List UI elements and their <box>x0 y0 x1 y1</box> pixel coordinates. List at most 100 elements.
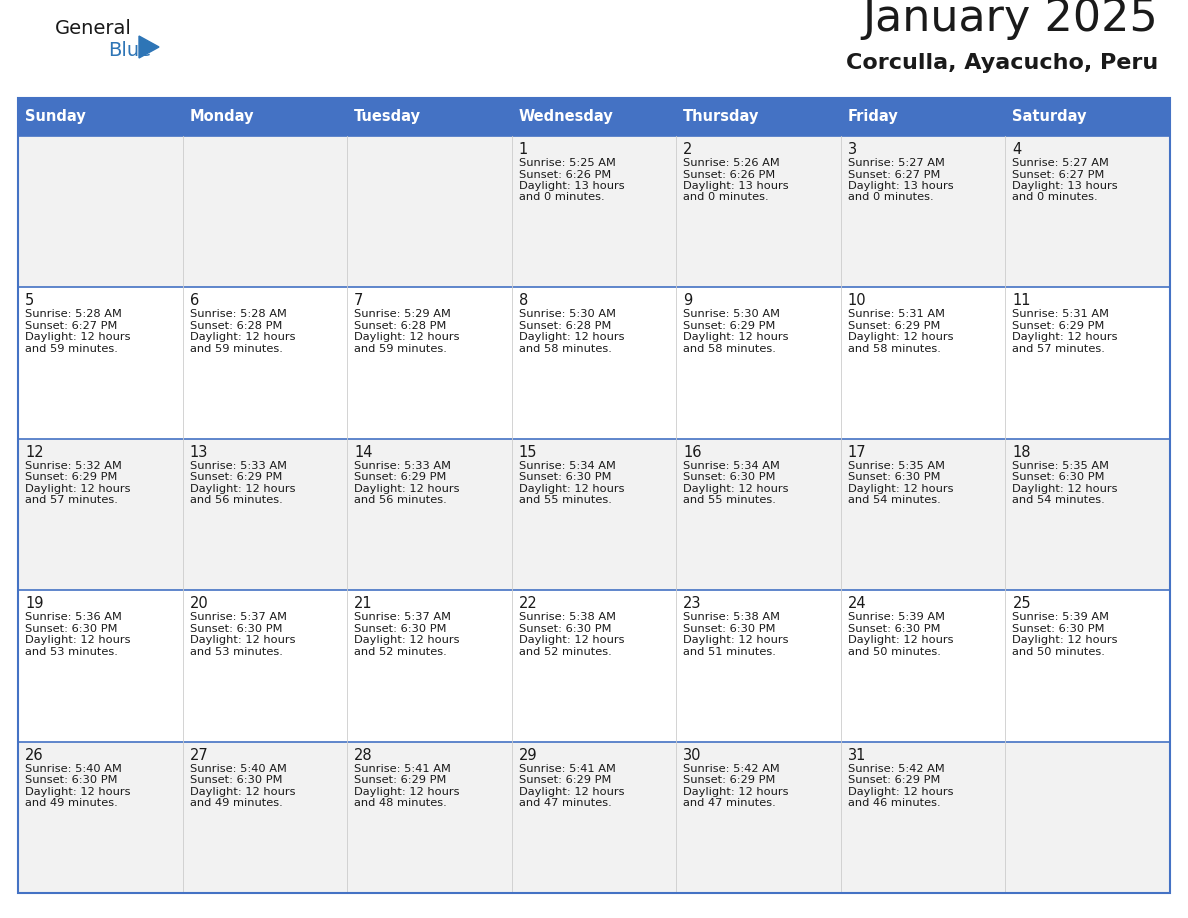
Text: Sunset: 6:30 PM: Sunset: 6:30 PM <box>848 472 941 482</box>
Text: Daylight: 12 hours: Daylight: 12 hours <box>683 787 789 797</box>
Bar <box>18 287 1170 439</box>
Text: and 54 minutes.: and 54 minutes. <box>848 496 941 505</box>
Text: Daylight: 12 hours: Daylight: 12 hours <box>519 484 624 494</box>
Text: Friday: Friday <box>848 109 898 125</box>
Text: Daylight: 12 hours: Daylight: 12 hours <box>25 332 131 342</box>
Text: and 54 minutes.: and 54 minutes. <box>1012 496 1105 505</box>
Text: Daylight: 12 hours: Daylight: 12 hours <box>25 787 131 797</box>
Text: Daylight: 12 hours: Daylight: 12 hours <box>354 635 460 645</box>
Text: General: General <box>55 19 132 38</box>
Text: and 56 minutes.: and 56 minutes. <box>190 496 283 505</box>
Text: Daylight: 12 hours: Daylight: 12 hours <box>848 332 953 342</box>
Text: Sunset: 6:30 PM: Sunset: 6:30 PM <box>683 623 776 633</box>
Text: Sunrise: 5:33 AM: Sunrise: 5:33 AM <box>354 461 451 471</box>
Text: Sunrise: 5:35 AM: Sunrise: 5:35 AM <box>848 461 944 471</box>
Text: and 56 minutes.: and 56 minutes. <box>354 496 447 505</box>
Text: Sunrise: 5:27 AM: Sunrise: 5:27 AM <box>848 158 944 168</box>
Text: Sunset: 6:27 PM: Sunset: 6:27 PM <box>1012 170 1105 180</box>
Text: Sunset: 6:30 PM: Sunset: 6:30 PM <box>519 623 611 633</box>
Text: Sunset: 6:30 PM: Sunset: 6:30 PM <box>683 472 776 482</box>
Text: 13: 13 <box>190 445 208 460</box>
Text: 18: 18 <box>1012 445 1031 460</box>
Text: Daylight: 12 hours: Daylight: 12 hours <box>25 484 131 494</box>
Text: Thursday: Thursday <box>683 109 759 125</box>
Text: Sunset: 6:29 PM: Sunset: 6:29 PM <box>354 775 447 785</box>
Text: Sunrise: 5:42 AM: Sunrise: 5:42 AM <box>848 764 944 774</box>
Text: and 59 minutes.: and 59 minutes. <box>354 344 447 354</box>
Text: Sunrise: 5:38 AM: Sunrise: 5:38 AM <box>683 612 781 622</box>
Text: and 59 minutes.: and 59 minutes. <box>190 344 283 354</box>
Text: Sunset: 6:28 PM: Sunset: 6:28 PM <box>190 321 282 330</box>
Text: 30: 30 <box>683 747 702 763</box>
Text: 31: 31 <box>848 747 866 763</box>
Text: and 57 minutes.: and 57 minutes. <box>25 496 118 505</box>
Text: Corculla, Ayacucho, Peru: Corculla, Ayacucho, Peru <box>846 53 1158 73</box>
Text: Daylight: 12 hours: Daylight: 12 hours <box>848 484 953 494</box>
Text: Blue: Blue <box>108 41 151 60</box>
Text: Sunset: 6:30 PM: Sunset: 6:30 PM <box>25 623 118 633</box>
Text: Saturday: Saturday <box>1012 109 1087 125</box>
Text: Sunset: 6:30 PM: Sunset: 6:30 PM <box>848 623 941 633</box>
Text: Sunrise: 5:31 AM: Sunrise: 5:31 AM <box>848 309 944 319</box>
Text: 7: 7 <box>354 294 364 308</box>
Text: Sunset: 6:29 PM: Sunset: 6:29 PM <box>848 775 940 785</box>
Text: 1: 1 <box>519 142 527 157</box>
Text: 27: 27 <box>190 747 208 763</box>
Polygon shape <box>139 36 159 58</box>
Text: and 58 minutes.: and 58 minutes. <box>683 344 776 354</box>
Text: Daylight: 12 hours: Daylight: 12 hours <box>354 332 460 342</box>
Text: Sunrise: 5:42 AM: Sunrise: 5:42 AM <box>683 764 781 774</box>
Text: Sunrise: 5:29 AM: Sunrise: 5:29 AM <box>354 309 451 319</box>
Text: 5: 5 <box>25 294 34 308</box>
Text: Sunset: 6:30 PM: Sunset: 6:30 PM <box>1012 472 1105 482</box>
Text: Sunset: 6:29 PM: Sunset: 6:29 PM <box>519 775 611 785</box>
Text: and 50 minutes.: and 50 minutes. <box>848 646 941 656</box>
Text: Sunset: 6:29 PM: Sunset: 6:29 PM <box>354 472 447 482</box>
Text: Sunrise: 5:33 AM: Sunrise: 5:33 AM <box>190 461 286 471</box>
Text: Sunset: 6:28 PM: Sunset: 6:28 PM <box>519 321 611 330</box>
Text: Sunset: 6:29 PM: Sunset: 6:29 PM <box>683 775 776 785</box>
Text: Daylight: 12 hours: Daylight: 12 hours <box>1012 484 1118 494</box>
Text: and 55 minutes.: and 55 minutes. <box>519 496 612 505</box>
Text: Daylight: 12 hours: Daylight: 12 hours <box>519 787 624 797</box>
Text: 16: 16 <box>683 445 702 460</box>
Text: Sunrise: 5:40 AM: Sunrise: 5:40 AM <box>25 764 122 774</box>
Bar <box>18 742 1170 893</box>
Text: Sunrise: 5:27 AM: Sunrise: 5:27 AM <box>1012 158 1110 168</box>
Text: Sunrise: 5:35 AM: Sunrise: 5:35 AM <box>1012 461 1110 471</box>
Text: Daylight: 13 hours: Daylight: 13 hours <box>1012 181 1118 191</box>
Text: and 52 minutes.: and 52 minutes. <box>519 646 612 656</box>
Text: Daylight: 13 hours: Daylight: 13 hours <box>683 181 789 191</box>
Text: Sunset: 6:30 PM: Sunset: 6:30 PM <box>190 623 282 633</box>
Text: Daylight: 12 hours: Daylight: 12 hours <box>848 787 953 797</box>
Text: Sunset: 6:29 PM: Sunset: 6:29 PM <box>848 321 940 330</box>
Text: Tuesday: Tuesday <box>354 109 421 125</box>
Text: Sunrise: 5:39 AM: Sunrise: 5:39 AM <box>848 612 944 622</box>
Text: 17: 17 <box>848 445 866 460</box>
Text: Sunset: 6:27 PM: Sunset: 6:27 PM <box>848 170 940 180</box>
Text: 10: 10 <box>848 294 866 308</box>
Text: 22: 22 <box>519 596 537 611</box>
Text: Sunset: 6:29 PM: Sunset: 6:29 PM <box>190 472 282 482</box>
Text: Sunset: 6:29 PM: Sunset: 6:29 PM <box>25 472 118 482</box>
Text: Daylight: 12 hours: Daylight: 12 hours <box>683 332 789 342</box>
Text: and 0 minutes.: and 0 minutes. <box>519 193 605 203</box>
Text: and 0 minutes.: and 0 minutes. <box>1012 193 1098 203</box>
Text: Sunrise: 5:41 AM: Sunrise: 5:41 AM <box>354 764 451 774</box>
Text: Sunrise: 5:25 AM: Sunrise: 5:25 AM <box>519 158 615 168</box>
Text: and 53 minutes.: and 53 minutes. <box>25 646 118 656</box>
Text: and 50 minutes.: and 50 minutes. <box>1012 646 1105 656</box>
Text: 6: 6 <box>190 294 198 308</box>
Text: Sunset: 6:29 PM: Sunset: 6:29 PM <box>1012 321 1105 330</box>
Text: Sunrise: 5:34 AM: Sunrise: 5:34 AM <box>519 461 615 471</box>
Text: Sunrise: 5:26 AM: Sunrise: 5:26 AM <box>683 158 781 168</box>
Text: 3: 3 <box>848 142 857 157</box>
Bar <box>18 439 1170 590</box>
Text: and 53 minutes.: and 53 minutes. <box>190 646 283 656</box>
Text: Sunday: Sunday <box>25 109 86 125</box>
Text: 21: 21 <box>354 596 373 611</box>
Text: Sunrise: 5:36 AM: Sunrise: 5:36 AM <box>25 612 122 622</box>
Text: 8: 8 <box>519 294 527 308</box>
Text: and 52 minutes.: and 52 minutes. <box>354 646 447 656</box>
Text: Daylight: 12 hours: Daylight: 12 hours <box>683 484 789 494</box>
